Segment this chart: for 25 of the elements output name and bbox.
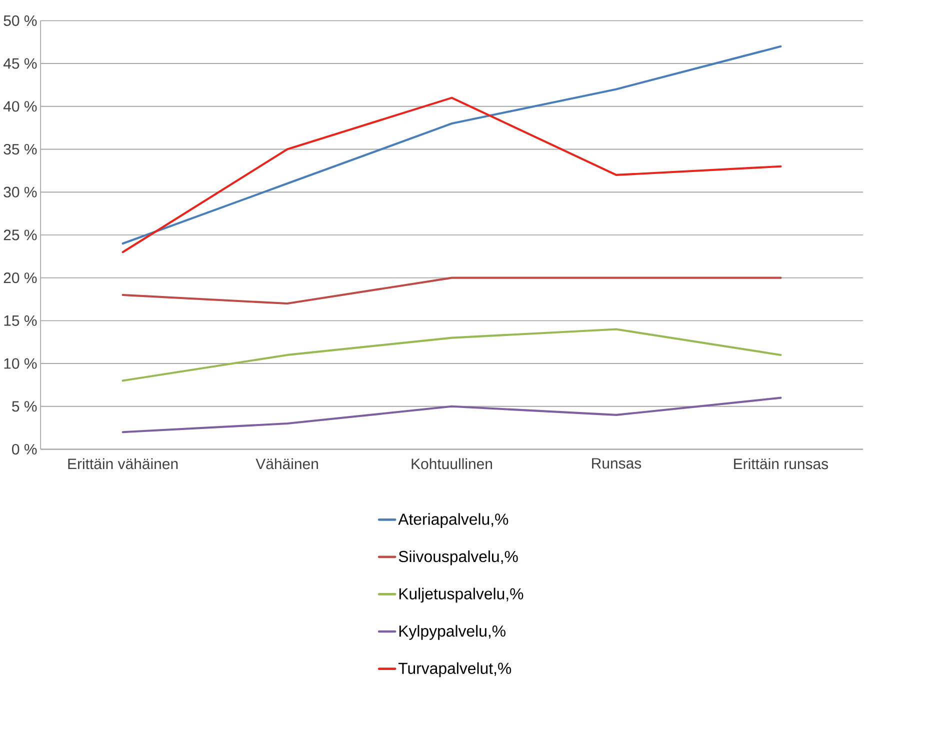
y-tick-label: 25 % (4, 230, 37, 240)
y-tick-label: 0 % (12, 444, 37, 455)
y-tick-label: 50 % (4, 15, 37, 26)
x-tick-label: Erittäin vähäinen (68, 458, 178, 470)
legend-label: Ateriapalvelu,% (398, 513, 508, 528)
y-tick-label: 10 % (4, 358, 37, 369)
legend-label: Kuljetuspalvelu,% (399, 588, 524, 603)
legend-label: Siivouspalvelu,% (398, 550, 518, 566)
line-series (122, 45, 782, 245)
y-tick-label: 45 % (3, 58, 37, 69)
x-tick-label: Runsas (592, 458, 642, 469)
line-series (122, 96, 782, 254)
x-tick-label: Erittäin runsas (734, 458, 828, 470)
line-series (122, 396, 782, 434)
y-tick-label: 35 % (4, 144, 37, 155)
line-series (122, 328, 782, 382)
y-tick-label: 15 % (4, 316, 37, 326)
legend-label: Kylpypalvelu,% (399, 625, 506, 640)
x-tick-label: Kohtuullinen (412, 458, 492, 470)
y-tick-label: 20 % (4, 272, 37, 284)
legend-label: Turvapalvelut,% (398, 662, 512, 678)
y-tick-label: 30 % (4, 186, 37, 198)
y-tick-label: 5 % (12, 401, 37, 412)
x-tick-label: Vähäinen (256, 458, 318, 470)
y-tick-label: 40 % (3, 101, 37, 112)
